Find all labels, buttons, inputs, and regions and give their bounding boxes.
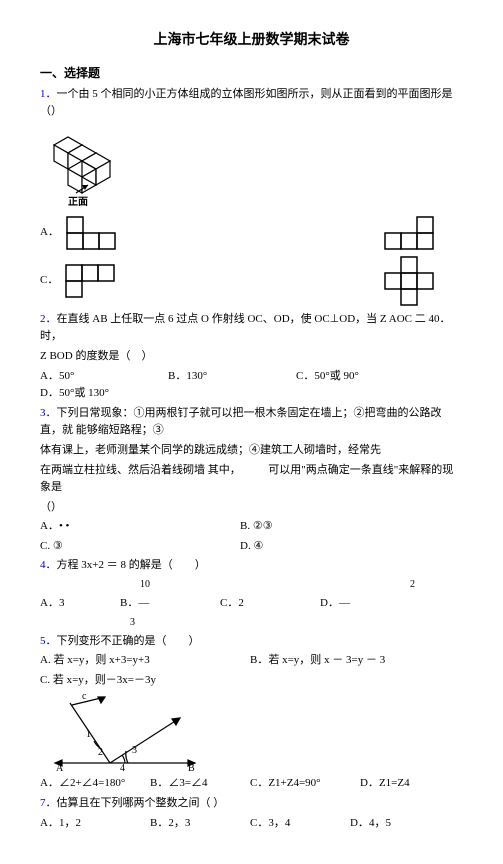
q7-options: A．1，2 B．2，3 C．3，4 D．4，5 <box>40 815 463 833</box>
q4-b-denom: 3 <box>40 615 463 631</box>
q1-opt-A-label: A． <box>40 224 59 242</box>
q6-opt-C: C．Z1+Z4=90° <box>250 775 360 793</box>
q3-opt-A: A．• • <box>40 518 240 536</box>
q1-3d-figure: 正面 <box>46 125 463 211</box>
section-heading: 一、选择题 <box>40 64 463 83</box>
q4-text: 方程 3x+2 ＝ 8 的解是（ ） <box>57 559 206 571</box>
question-5: 5．下列变形不正确的是（ ） <box>40 633 463 651</box>
q3-text3: 在两端立柱拉线、然后沿着线砌墙 其中， 可以用"两点确定一条直线"来解释的现象是 <box>40 462 463 497</box>
svg-text:3: 3 <box>132 745 137 756</box>
q1-opt-C-label: C． <box>40 272 58 290</box>
q3-options-row1: A．• • B. ②③ <box>40 518 463 536</box>
q4-opt-A: A．3 <box>40 595 120 613</box>
svg-text:A: A <box>56 763 64 773</box>
question-1: 1．一个由 5 个相同的小正方体组成的立体图形如图所示，则从正面看到的平面图形是… <box>40 86 463 121</box>
q4-num: 4． <box>40 559 57 571</box>
q7-num: 7． <box>40 797 57 809</box>
q1-options-row2: C． <box>40 255 463 307</box>
front-label: 正面 <box>68 195 463 211</box>
q6-opt-D: D．Z1=Z4 <box>360 775 410 793</box>
question-4: 4．方程 3x+2 ＝ 8 的解是（ ） <box>40 557 463 575</box>
q5-num: 5． <box>40 635 57 647</box>
svg-text:c: c <box>82 693 87 702</box>
q1-opt-B-figure <box>383 215 437 251</box>
page-title: 上海市七年级上册数学期末试卷 <box>40 30 463 52</box>
q7-text: 估算且在下列哪两个整数之间（ ） <box>57 797 225 809</box>
svg-text:4: 4 <box>120 763 125 773</box>
q4-opt-D: D．— <box>320 595 350 613</box>
q5-text: 下列变形不正确的是（ ） <box>57 635 200 647</box>
svg-text:B: B <box>188 763 195 773</box>
q7-opt-B: B．2，3 <box>150 815 250 833</box>
q3-num: 3． <box>40 407 57 419</box>
q3-opt-D: D. ④ <box>240 538 263 556</box>
q7-opt-D: D．4，5 <box>350 815 391 833</box>
q4-opt-B: B．— <box>120 595 220 613</box>
question-7: 7．估算且在下列哪两个整数之间（ ） <box>40 795 463 813</box>
q1-opt-A-figure <box>65 215 129 251</box>
q3-text4: （） <box>40 499 463 517</box>
q3-opt-C: C. ③ <box>40 538 240 556</box>
q5-options-row2: C. 若 x=y，则－3x=－3y <box>40 672 463 690</box>
q4-B-extra: 3 <box>130 615 135 631</box>
q2-opt-C: C．50°或 90° <box>296 368 406 386</box>
question-2: 2．在直线 AB 上任取一点 6 过点 O 作射线 OC、OD，使 OC⊥OD，… <box>40 311 463 346</box>
q5-opt-B: B．若 x=y，则 x － 3=y － 3 <box>250 652 385 670</box>
q4-extra-row: 10 2 <box>40 577 463 593</box>
q1-text: 一个由 5 个相同的小正方体组成的立体图形如图所示，则从正面看到的平面图形是（） <box>40 88 453 118</box>
q2-opt-A: A．50° <box>40 368 140 386</box>
q4-A-extra: 10 <box>40 577 150 593</box>
q1-num: 1． <box>40 88 57 100</box>
q2-text2: Z BOD 的度数是（ ） <box>40 348 463 366</box>
svg-text:1: 1 <box>86 729 91 740</box>
q4-D-extra: 2 <box>410 577 415 593</box>
q5-opt-A: A. 若 x=y，则 x+3=y+3 <box>40 652 250 670</box>
q4-opt-C: C．2 <box>220 595 320 613</box>
q5-options-row1: A. 若 x=y，则 x+3=y+3 B．若 x=y，则 x － 3=y － 3 <box>40 652 463 670</box>
q2-opt-B: B．130° <box>168 368 268 386</box>
q6-opt-A: A．∠2+∠4=180° <box>40 775 150 793</box>
angle-figure: c 1 2 3 4 A B <box>50 693 463 773</box>
q4-options: A．3 B．— C．2 D．— <box>40 595 463 613</box>
q6-opt-B: B．∠3=∠4 <box>150 775 250 793</box>
q3-text2: 体有课上，老师测量某个同学的跳远成绩；④建筑工人砌墙时，经常先 <box>40 442 463 460</box>
question-3: 3．下列日常现象：①用两根钉子就可以把一根木条固定在墙上；②把弯曲的公路改直，就… <box>40 405 463 440</box>
q3-text: 下列日常现象：①用两根钉子就可以把一根木条固定在墙上；②把弯曲的公路改直，就 能… <box>40 407 442 437</box>
q2-options: A．50° B．130° C．50°或 90° D．50°或 130° <box>40 368 463 403</box>
q3-options-row2: C. ③ D. ④ <box>40 538 463 556</box>
q2-text: 在直线 AB 上任取一点 6 过点 O 作射线 OC、OD，使 OC⊥OD，当 … <box>40 313 450 343</box>
q1-opt-D-figure <box>383 255 437 307</box>
q3-opt-B: B. ②③ <box>240 518 273 536</box>
q6-options: A．∠2+∠4=180° B．∠3=∠4 C．Z1+Z4=90° D．Z1=Z4 <box>40 775 463 793</box>
q1-options-row1: A． <box>40 215 463 251</box>
q5-opt-C: C. 若 x=y，则－3x=－3y <box>40 672 156 690</box>
svg-text:2: 2 <box>98 747 103 758</box>
q7-opt-C: C．3，4 <box>250 815 350 833</box>
q2-num: 2． <box>40 313 57 325</box>
q2-opt-D: D．50°或 130° <box>40 385 109 403</box>
q1-opt-C-figure <box>64 263 128 299</box>
q7-opt-A: A．1，2 <box>40 815 150 833</box>
